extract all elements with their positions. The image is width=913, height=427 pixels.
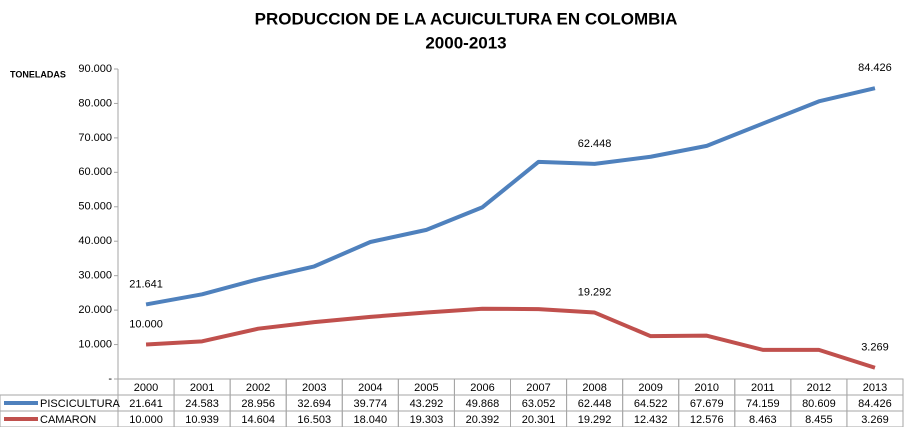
legend-label: CAMARON: [40, 414, 96, 426]
table-value: 64.522: [634, 398, 668, 410]
table-value: 80.609: [802, 398, 836, 410]
y-tick-label: 50.000: [78, 201, 112, 213]
x-tick-label: 2011: [751, 382, 775, 394]
table-value: 62.448: [578, 398, 612, 410]
x-tick-label: 2007: [526, 382, 550, 394]
series-line: [145, 306, 876, 370]
x-tick-label: 2000: [134, 382, 158, 394]
x-tick-label: 2009: [638, 382, 662, 394]
data-label: 3.269: [861, 342, 889, 354]
y-tick-label: 90.000: [78, 63, 112, 75]
table-value: 16.503: [297, 414, 331, 426]
x-tick-label: 2002: [246, 382, 270, 394]
x-tick-label: 2003: [302, 382, 326, 394]
data-label: 84.426: [858, 62, 892, 74]
y-tick-label: 10.000: [78, 338, 112, 350]
table-value: 10.000: [129, 414, 163, 426]
table-value: 12.432: [634, 414, 668, 426]
x-tick-label: 2005: [414, 382, 438, 394]
y-tick-label: 40.000: [78, 235, 112, 247]
table-value: 32.694: [297, 398, 331, 410]
table-value: 28.956: [241, 398, 275, 410]
x-tick-label: 2006: [470, 382, 494, 394]
table-value: 20.301: [522, 414, 556, 426]
table-value: 21.641: [129, 398, 163, 410]
table-value: 8.463: [749, 414, 777, 426]
table-value: 10.939: [185, 414, 219, 426]
y-tick-label: -: [108, 373, 112, 385]
table-value: 24.583: [185, 398, 219, 410]
table-value: 19.303: [410, 414, 444, 426]
table-value: 14.604: [241, 414, 275, 426]
table-value: 19.292: [578, 414, 612, 426]
table-value: 12.576: [690, 414, 724, 426]
x-tick-label: 2013: [863, 382, 887, 394]
data-label: 19.292: [578, 286, 612, 298]
table-value: 43.292: [410, 398, 444, 410]
x-tick-label: 2010: [695, 382, 719, 394]
x-tick-label: 2001: [190, 382, 214, 394]
table-value: 8.455: [805, 414, 833, 426]
y-tick-label: 60.000: [78, 166, 112, 178]
table-value: 3.269: [861, 414, 889, 426]
y-tick-label: 20.000: [78, 304, 112, 316]
table-value: 63.052: [522, 398, 556, 410]
table-cell: [0, 410, 904, 427]
y-axis-label: TONELADAS: [10, 69, 66, 79]
y-tick-label: 70.000: [78, 132, 112, 144]
table-value: 74.159: [746, 398, 780, 410]
table-value: 49.868: [466, 398, 500, 410]
y-tick-label: 30.000: [78, 270, 112, 282]
table-value: 67.679: [690, 398, 724, 410]
table-value: 84.426: [858, 398, 892, 410]
x-tick-label: 2004: [358, 382, 382, 394]
legend-label: PISCICULTURA: [40, 398, 121, 410]
x-tick-label: 2008: [582, 382, 606, 394]
table-value: 18.040: [353, 414, 387, 426]
chart-title: PRODUCCION DE LA ACUICULTURA EN COLOMBIA: [255, 9, 678, 28]
series-line: [145, 86, 876, 307]
data-label: 10.000: [129, 318, 163, 330]
chart-subtitle: 2000-2013: [425, 33, 506, 52]
data-label: 62.448: [578, 138, 612, 150]
data-label: 21.641: [129, 278, 163, 290]
table-value: 39.774: [353, 398, 387, 410]
table-value: 20.392: [466, 414, 500, 426]
x-tick-label: 2012: [807, 382, 831, 394]
y-tick-label: 80.000: [78, 97, 112, 109]
